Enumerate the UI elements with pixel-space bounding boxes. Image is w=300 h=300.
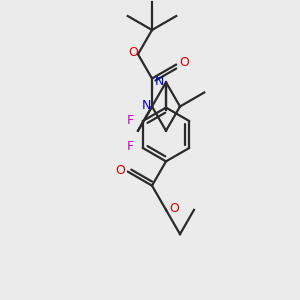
Text: O: O <box>179 56 189 69</box>
Text: F: F <box>127 114 134 127</box>
Text: N: N <box>141 99 151 112</box>
Text: O: O <box>128 46 138 59</box>
Text: O: O <box>115 164 125 177</box>
Text: O: O <box>169 202 179 215</box>
Text: N: N <box>154 75 164 88</box>
Text: F: F <box>127 140 134 153</box>
